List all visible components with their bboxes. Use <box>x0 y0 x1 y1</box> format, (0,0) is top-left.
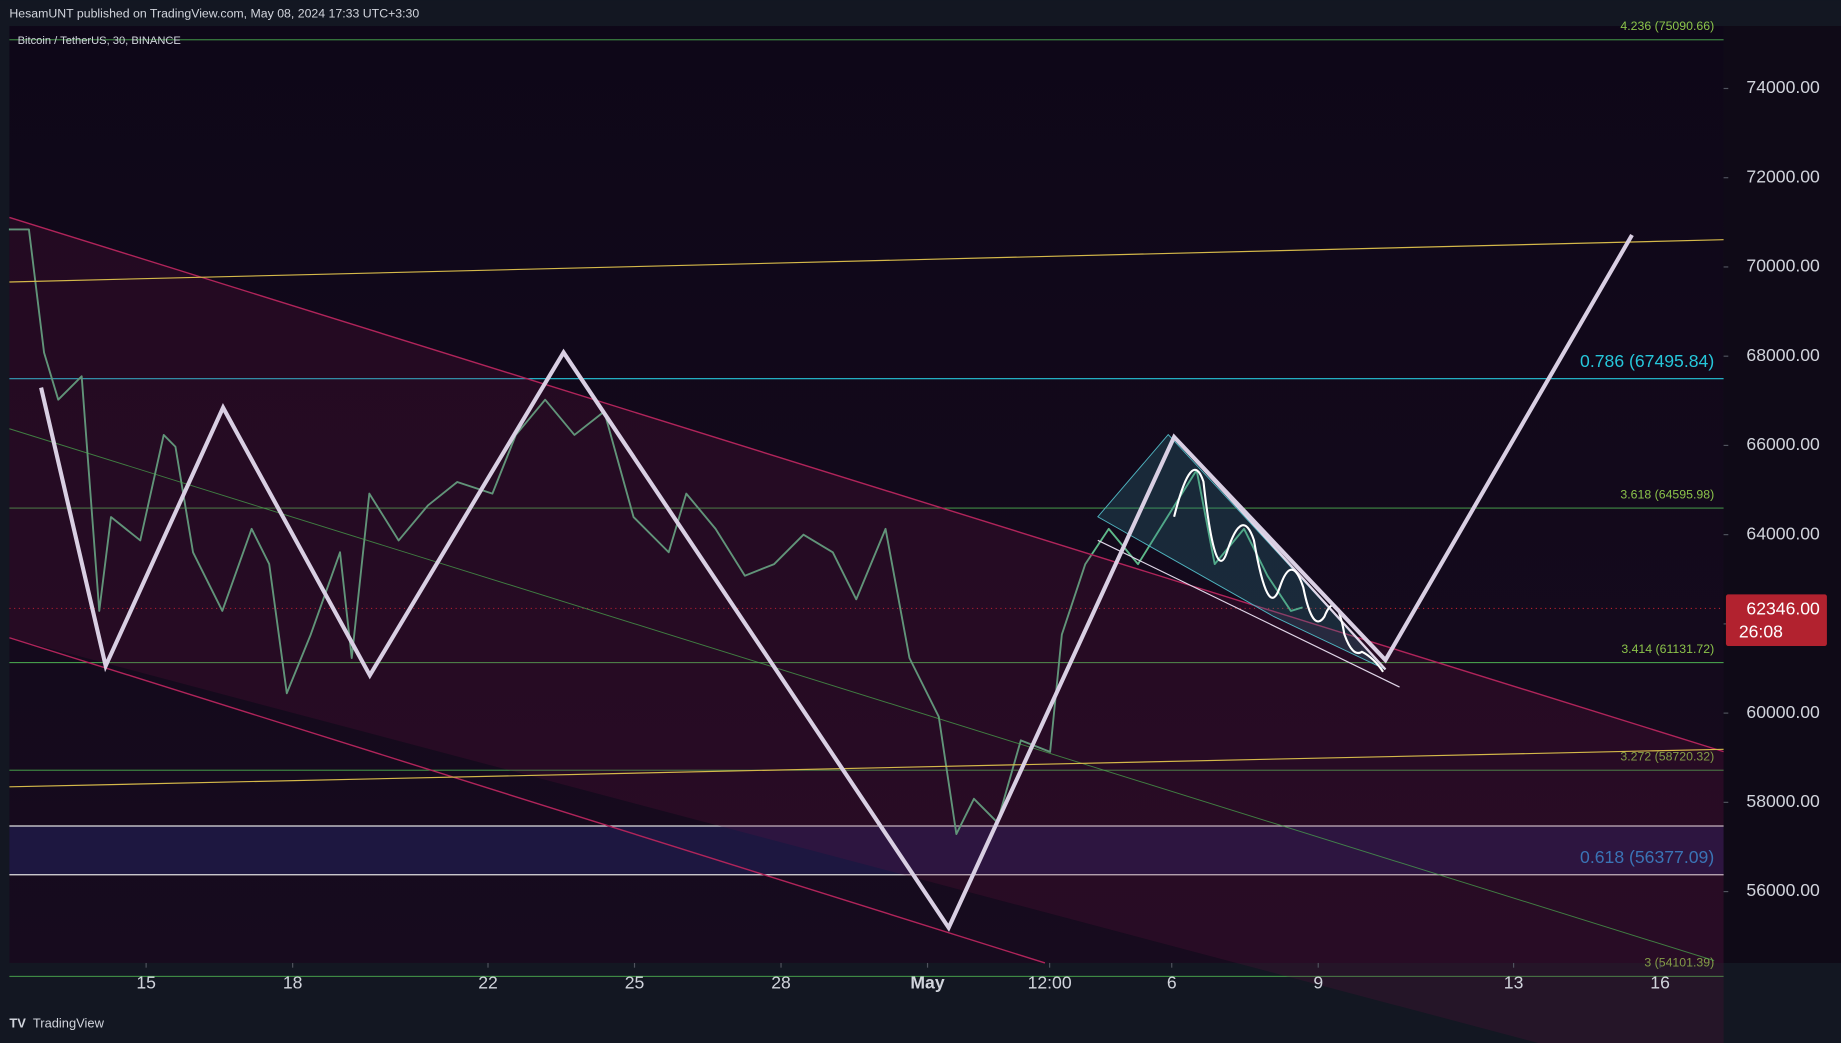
x-tick-label: 12:00 <box>1028 973 1072 993</box>
fib-label: 4.236 (75090.66) <box>1620 19 1714 33</box>
y-tick-label: 58000.00 <box>1746 791 1820 811</box>
y-tick-label: 60000.00 <box>1746 702 1820 722</box>
projection-path <box>1173 468 1384 673</box>
logo: TV <box>9 1015 26 1030</box>
fib-label: 0.618 (56377.09) <box>1580 847 1714 867</box>
x-tick-label: 6 <box>1167 973 1177 993</box>
x-tick-label: May <box>910 973 944 993</box>
x-tick-label: 28 <box>771 973 791 993</box>
y-tick-label: 72000.00 <box>1746 166 1820 186</box>
published: HesamUNT published on TradingView.com, M… <box>9 7 419 21</box>
drawings <box>9 216 1724 1043</box>
symbol: Bitcoin / TetherUS, 30, BINANCE <box>18 35 181 47</box>
y-tick-label: 74000.00 <box>1746 77 1820 97</box>
channel-fill <box>9 217 1724 1043</box>
zigzag <box>39 233 1634 932</box>
y-tick-label: 64000.00 <box>1746 523 1820 543</box>
trend-line <box>9 748 1724 788</box>
last-price-label: 62346.00 <box>1746 598 1820 618</box>
zone <box>9 825 1724 875</box>
x-tick-label: 13 <box>1504 973 1524 993</box>
countdown: 26:08 <box>1739 622 1783 642</box>
last-price-tag <box>1725 594 1827 647</box>
fib-label: 3.618 (64595.98) <box>1620 487 1714 501</box>
wedge-line <box>1097 539 1400 688</box>
x-tick-label: 16 <box>1650 973 1670 993</box>
trend-line <box>9 239 1724 283</box>
price-line <box>8 228 1303 835</box>
fib-label: 3.272 (58720.32) <box>1620 750 1714 764</box>
x-tick-label: 18 <box>283 973 303 993</box>
footer-brand: TradingView <box>33 1015 105 1030</box>
fib-label: 3.414 (61131.72) <box>1621 642 1714 656</box>
channel-mid <box>9 428 1715 962</box>
y-tick-label: 56000.00 <box>1746 880 1820 900</box>
x-tick-label: 9 <box>1313 973 1323 993</box>
price-axis <box>1723 26 1841 963</box>
y-tick-label: 70000.00 <box>1746 256 1820 276</box>
channel-upper <box>9 216 1724 753</box>
x-tick-label: 22 <box>478 973 498 993</box>
x-tick-label: 25 <box>625 973 645 993</box>
x-tick-label: 15 <box>136 973 156 993</box>
channel-lower <box>9 637 1046 964</box>
y-tick-label: 66000.00 <box>1746 434 1820 454</box>
fib-label: 3 (54101.39) <box>1644 956 1714 970</box>
fib-label: 0.786 (67495.84) <box>1580 351 1714 371</box>
y-tick-label: 68000.00 <box>1746 345 1820 365</box>
